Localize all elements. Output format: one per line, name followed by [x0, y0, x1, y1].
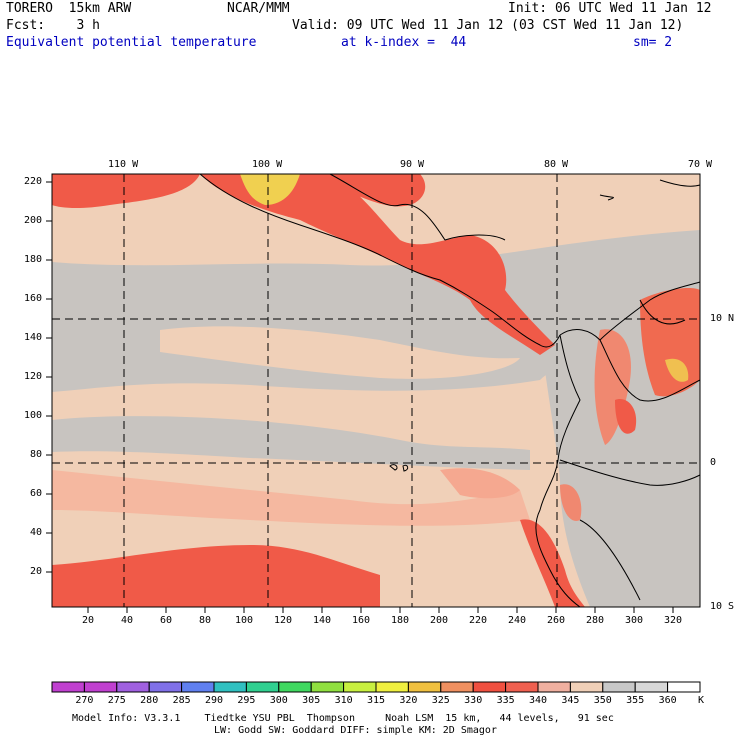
colorbar-swatch	[181, 681, 215, 693]
lon-label-110w: 110 W	[108, 159, 139, 170]
x-tick-label: 180	[391, 615, 410, 626]
colorbar-label: 295	[237, 695, 256, 706]
center-name: NCAR/MMM	[227, 1, 290, 16]
axis-ticks	[46, 181, 674, 613]
colorbar-label: 345	[561, 695, 580, 706]
colorbar-label: 350	[593, 695, 612, 706]
colorbar-swatch	[667, 681, 701, 693]
x-tick-label: 80	[199, 615, 212, 626]
colorbar-swatch	[634, 681, 669, 693]
colorbar-label: 305	[302, 695, 321, 706]
colorbar-swatch	[407, 681, 442, 693]
colorbar-label: 290	[204, 695, 224, 706]
x-tick-label: 100	[235, 615, 254, 626]
x-tick-label: 260	[547, 615, 566, 626]
x-tick-label: 40	[121, 615, 134, 626]
colorbar-label: 360	[658, 695, 677, 706]
y-tick-label: 200	[24, 215, 43, 226]
y-tick-label: 60	[30, 488, 43, 499]
y-tick-label: 40	[30, 527, 43, 538]
x-tick-label: 160	[352, 615, 371, 626]
colorbar-swatch	[569, 681, 604, 693]
colorbar-swatch	[375, 681, 409, 693]
colorbar-label: 275	[107, 695, 126, 706]
y-tick-label: 100	[24, 410, 43, 421]
y-tick-label: 140	[24, 332, 43, 343]
y-tick-label: 80	[30, 449, 43, 460]
x-tick-label: 320	[664, 615, 683, 626]
y-tick-label: 220	[24, 176, 43, 187]
x-tick-label: 200	[430, 615, 449, 626]
lat-label-0: 0	[710, 457, 717, 468]
x-tick-label: 220	[469, 615, 488, 626]
lat-label-10n: 10 N	[710, 313, 735, 324]
colorbar-label: 330	[464, 695, 483, 706]
colorbar-label: 300	[269, 695, 288, 706]
colorbar-label: 325	[431, 695, 450, 706]
x-tick-label: 240	[508, 615, 527, 626]
forecast-hour: Fcst: 3 h	[6, 18, 100, 33]
colorbar-swatch	[343, 681, 377, 693]
lon-label-80w: 80 W	[544, 159, 569, 170]
x-tick-label: 120	[274, 615, 293, 626]
colorbar	[51, 681, 701, 693]
y-tick-label: 180	[24, 254, 43, 265]
x-tick-label: 60	[160, 615, 173, 626]
y-tick-label: 120	[24, 371, 43, 382]
colorbar-label: 320	[399, 695, 418, 706]
colorbar-label: 285	[172, 695, 191, 706]
colorbar-swatch	[83, 681, 118, 693]
colorbar-swatch	[51, 681, 85, 693]
colorbar-swatch	[148, 681, 183, 693]
x-tick-label: 280	[586, 615, 605, 626]
colorbar-swatch	[472, 681, 507, 693]
level-label: at k-index = 44	[341, 35, 467, 50]
init-time: Init: 06 UTC Wed 11 Jan 12	[508, 1, 712, 16]
colorbar-swatch	[245, 681, 280, 693]
coastlines	[199, 173, 701, 608]
model-info-line2: LW: Godd SW: Goddard DIFF: simple KM: 2D…	[214, 725, 497, 736]
y-tick-label: 160	[24, 293, 43, 304]
field-name: Equivalent potential temperature	[6, 35, 257, 50]
colorbar-label: 270	[75, 695, 94, 706]
lon-label-100w: 100 W	[252, 159, 283, 170]
colorbar-label: 315	[366, 695, 386, 706]
colorbar-swatch	[116, 681, 150, 693]
smoothing-label: sm= 2	[633, 35, 673, 50]
x-tick-label: 300	[625, 615, 644, 626]
colorbar-unit: K	[698, 695, 705, 706]
valid-time: Valid: 09 UTC Wed 11 Jan 12 (03 CST Wed …	[292, 18, 684, 33]
lat-lon-grid	[52, 174, 700, 607]
colorbar-label: 355	[626, 695, 645, 706]
colorbar-swatch	[278, 681, 312, 693]
colorbar-label: 335	[496, 695, 515, 706]
colorbar-label: 340	[528, 695, 548, 706]
y-tick-label: 20	[30, 566, 43, 577]
x-tick-label: 20	[82, 615, 95, 626]
colorbar-swatch	[602, 681, 636, 693]
colorbar-swatch	[213, 681, 247, 693]
lat-label-10s: 10 S	[710, 601, 735, 612]
colorbar-label: 310	[334, 695, 353, 706]
model-info-line1: Model Info: V3.3.1 Tiedtke YSU PBL Thomp…	[72, 713, 614, 724]
theta-e-field	[52, 174, 700, 607]
lon-label-70w: 70 W	[688, 159, 713, 170]
colorbar-swatch	[505, 681, 539, 693]
plot-frame	[51, 173, 701, 608]
colorbar-swatch	[310, 681, 345, 693]
colorbar-label: 280	[140, 695, 159, 706]
lon-label-90w: 90 W	[400, 159, 425, 170]
model-name: TORERO 15km ARW	[6, 1, 132, 16]
colorbar-swatch	[440, 681, 474, 693]
colorbar-swatch	[537, 681, 571, 693]
x-tick-label: 140	[313, 615, 332, 626]
